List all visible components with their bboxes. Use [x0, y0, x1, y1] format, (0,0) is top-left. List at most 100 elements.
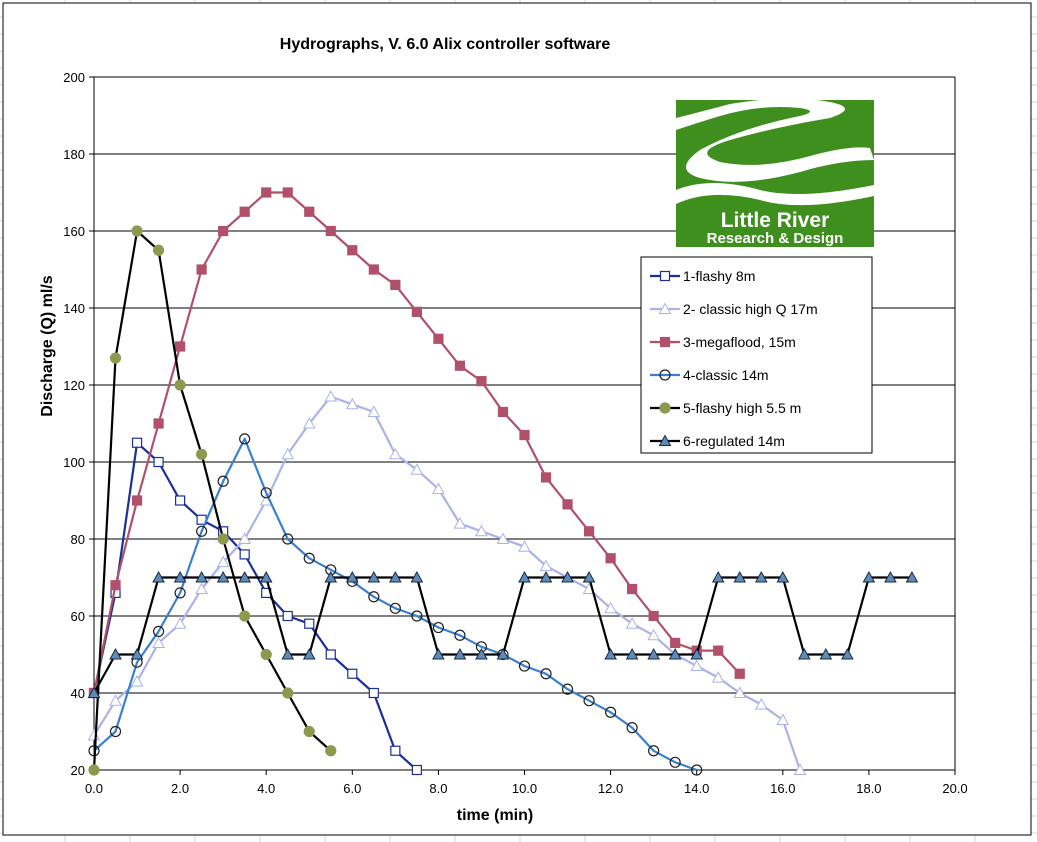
- series-5-line: [92, 229, 332, 771]
- series-6-point: [733, 570, 747, 583]
- series-4-point: [217, 475, 229, 487]
- series-2-point: [496, 532, 510, 544]
- series-1-line: [92, 441, 418, 771]
- legend-label: 4-classic 14m: [683, 367, 769, 383]
- series-5-point: [152, 244, 165, 256]
- series-3-point: [713, 645, 724, 656]
- series-3-point: [627, 583, 638, 595]
- legend-swatch-marker: [659, 270, 671, 282]
- logo-title: Little River: [721, 209, 830, 232]
- series-3-point: [110, 580, 121, 591]
- legend-swatch-marker: [659, 402, 671, 414]
- y-tick-label: 60: [71, 609, 85, 624]
- legend-swatch-marker: [659, 369, 671, 381]
- series-6-point: [475, 647, 488, 660]
- series-2-point: [518, 540, 531, 552]
- series-4-point: [282, 533, 294, 545]
- legend-item: 3-megaflood, 15m: [650, 334, 796, 350]
- series-6: [87, 570, 919, 698]
- series-6-point: [647, 647, 660, 660]
- series-6-point: [195, 570, 208, 583]
- series-1-point: [304, 618, 315, 629]
- x-tick-label: 10.0: [512, 781, 537, 796]
- series-6-point: [109, 647, 122, 660]
- series-1-point: [131, 437, 143, 448]
- series-4-point: [604, 706, 617, 718]
- legend-swatch-marker: [659, 336, 671, 348]
- y-tick-label: 180: [63, 147, 85, 162]
- legend-label: 3-megaflood, 15m: [683, 334, 796, 350]
- series-1-point: [390, 745, 401, 756]
- series-6-point: [905, 570, 919, 583]
- series-4-point: [109, 725, 122, 738]
- legend-item: 2- classic high Q 17m: [650, 301, 818, 317]
- series-1-point: [282, 610, 293, 622]
- series-3-point: [583, 526, 595, 537]
- y-axis-title: Discharge (Q) ml/s: [39, 275, 56, 416]
- series-4-line: [93, 437, 698, 772]
- series-3-point: [411, 306, 422, 317]
- series-3-point: [519, 429, 530, 441]
- series-6-point: [668, 647, 682, 660]
- series-4-point: [174, 587, 186, 599]
- x-tick-label: 8.0: [429, 781, 447, 796]
- series-3: [88, 187, 745, 699]
- x-axis-title: time (min): [457, 807, 533, 824]
- series-6-point: [87, 686, 101, 698]
- series-2-point: [152, 636, 165, 648]
- series-4-point: [303, 552, 315, 564]
- series-4-point: [239, 433, 251, 445]
- series-4-point: [411, 610, 423, 622]
- series-4-point: [432, 621, 444, 634]
- y-tick-label: 160: [63, 224, 85, 239]
- y-tick-label: 40: [71, 686, 85, 701]
- series-4-point: [389, 602, 401, 614]
- chart-title: Hydrographs, V. 6.0 Alix controller soft…: [280, 36, 611, 53]
- series-2-point: [453, 517, 467, 529]
- series-6-point: [238, 570, 252, 583]
- series-3-point: [368, 264, 379, 275]
- x-tick-label: 16.0: [770, 781, 795, 796]
- series-3-point: [454, 360, 466, 371]
- series-5-point: [88, 764, 100, 776]
- series-6-point: [561, 570, 574, 583]
- series-2-point: [324, 390, 338, 402]
- axes: 20 40 60 80 100 120 140 160 180 200 0.0 2.0 4.0 6.0 8.…: [63, 70, 967, 796]
- series-4-point: [691, 764, 703, 776]
- series-4-point: [648, 745, 660, 757]
- series-2-point: [109, 694, 122, 706]
- series-6-point: [302, 647, 316, 660]
- series-2-point: [690, 659, 704, 672]
- series-6-point: [152, 570, 165, 583]
- series-3-point: [131, 495, 143, 506]
- series-3-point: [390, 279, 401, 290]
- series-3-point: [497, 406, 509, 418]
- legend-swatch-marker: [658, 434, 672, 446]
- series-4-point: [518, 660, 531, 672]
- series-4-point: [540, 668, 552, 680]
- legend-label: 5-flashy high 5.5 m: [683, 400, 801, 416]
- series-6-point: [776, 570, 790, 583]
- series-3-point: [196, 264, 207, 275]
- series-2-point: [647, 628, 660, 641]
- series-1-point: [175, 495, 186, 506]
- series-4-point: [583, 695, 595, 707]
- chart-legend: 1-flashy 8m 2- classic high Q 17m 3-megafl…: [640, 256, 873, 454]
- series-6-point: [625, 647, 639, 660]
- series-3-point: [648, 610, 659, 622]
- series-3-point: [670, 637, 681, 649]
- series-6-point: [345, 570, 359, 583]
- series-2-point: [389, 447, 402, 460]
- series-2-point: [238, 532, 252, 544]
- series-6-point: [389, 570, 402, 583]
- series-3-point: [282, 187, 293, 198]
- x-tick-label: 0.0: [85, 781, 103, 796]
- series-1-point: [347, 668, 358, 679]
- series-2-point: [173, 617, 187, 629]
- series-2-point: [410, 463, 424, 475]
- series-6-point: [281, 647, 295, 660]
- series-5-point: [260, 648, 272, 661]
- series-6-point: [324, 570, 338, 583]
- series-3-point: [218, 225, 229, 237]
